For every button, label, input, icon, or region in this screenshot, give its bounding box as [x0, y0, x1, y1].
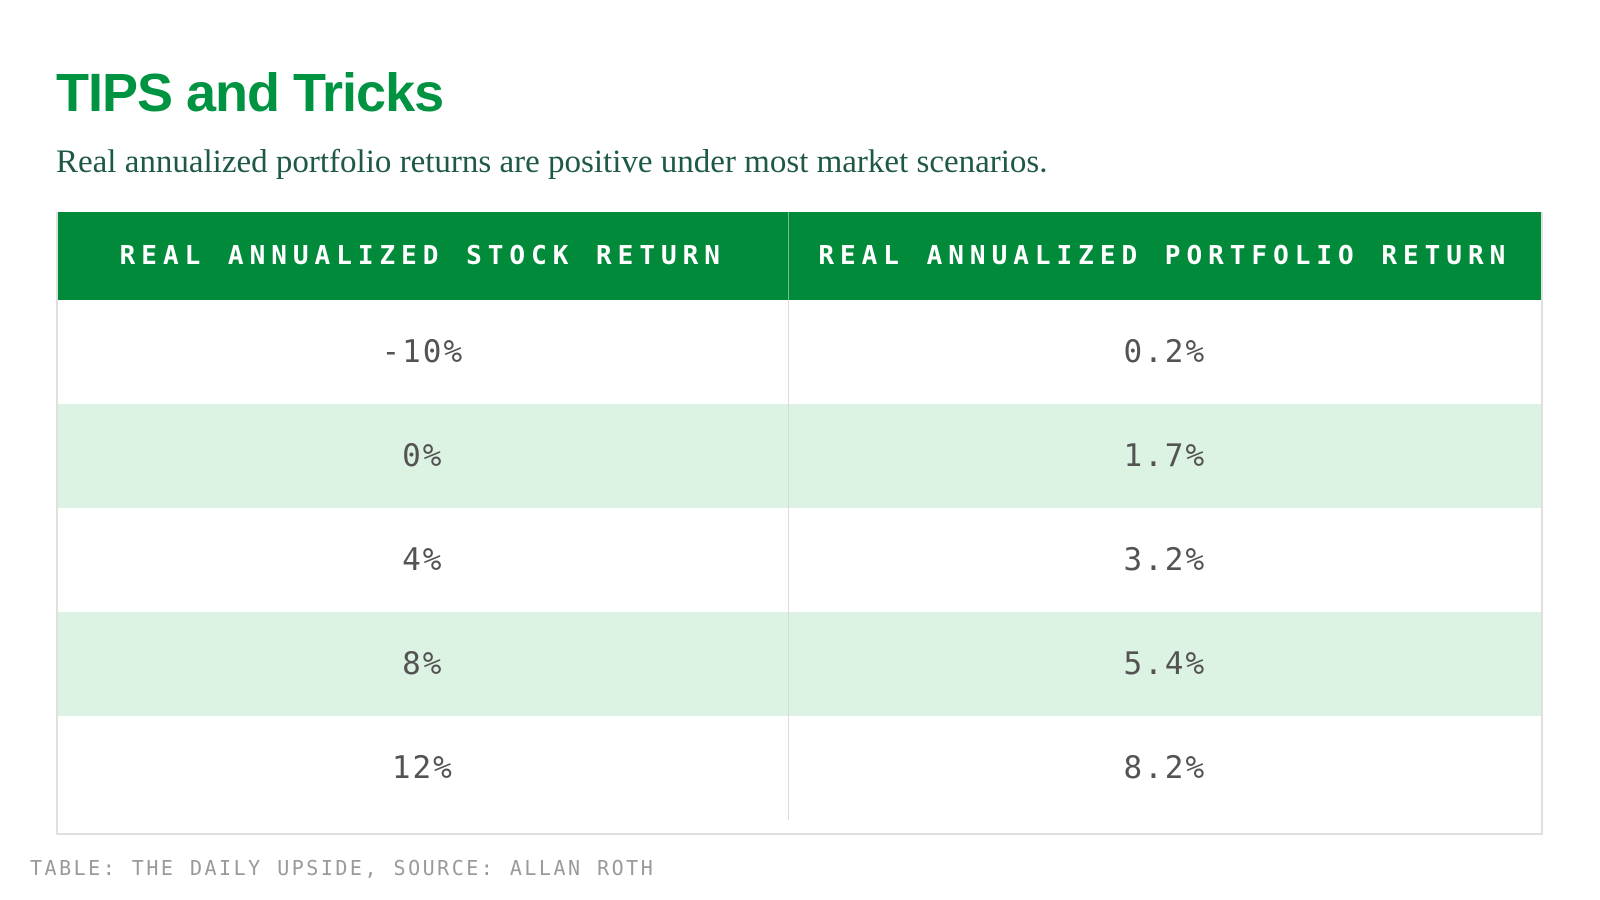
table-row: 0% 1.7% [58, 404, 1541, 508]
table-body: -10% 0.2% 0% 1.7% 4% 3.2% 8% 5.4% 12% 8.2% [58, 300, 1541, 820]
returns-table: REAL ANNUALIZED STOCK RETURN REAL ANNUAL… [56, 212, 1543, 835]
table-cell: 3.2% [787, 508, 1541, 612]
table-row: 12% 8.2% [58, 716, 1541, 820]
page-title: TIPS and Tricks [56, 63, 444, 123]
table-header-row: REAL ANNUALIZED STOCK RETURN REAL ANNUAL… [58, 212, 1541, 300]
table-cell: 8% [402, 646, 444, 682]
table-cell: 0.2% [787, 300, 1541, 404]
table-cell: 5.4% [787, 612, 1541, 716]
table-row: 4% 3.2% [58, 508, 1541, 612]
column-header-stock-return: REAL ANNUALIZED STOCK RETURN [119, 241, 726, 271]
page-subtitle: Real annualized portfolio returns are po… [56, 144, 1048, 180]
table-cell: 12% [391, 750, 454, 786]
column-header-portfolio-return: REAL ANNUALIZED PORTFOLIO RETURN [787, 212, 1541, 300]
table-row: 8% 5.4% [58, 612, 1541, 716]
table-cell: 4% [402, 542, 444, 578]
table-cell: 8.2% [787, 716, 1541, 820]
table-row: -10% 0.2% [58, 300, 1541, 404]
table-source-note: TABLE: THE DAILY UPSIDE, SOURCE: ALLAN R… [30, 856, 656, 880]
table-cell: -10% [381, 334, 465, 370]
table-cell: 1.7% [787, 404, 1541, 508]
table-cell: 0% [402, 438, 444, 474]
